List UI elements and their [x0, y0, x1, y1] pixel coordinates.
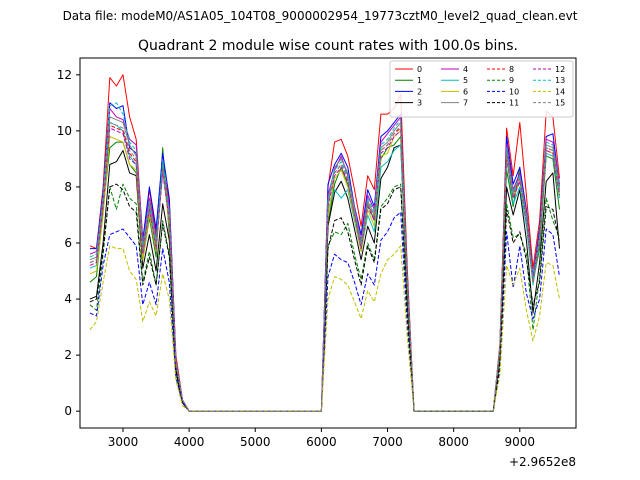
x-tick-label: 6000 [306, 435, 337, 449]
legend-label-13: 13 [555, 76, 565, 85]
x-tick-label: 8000 [438, 435, 469, 449]
legend-label-7: 7 [463, 99, 468, 108]
y-tick-label: 10 [57, 124, 72, 138]
legend-label-8: 8 [509, 65, 514, 74]
x-tick-label: 5000 [240, 435, 271, 449]
x-axis-offset-label: +2.9652e8 [509, 455, 576, 469]
legend-label-9: 9 [509, 76, 514, 85]
y-tick-label: 0 [64, 404, 72, 418]
y-tick-label: 12 [57, 68, 72, 82]
y-tick-label: 2 [64, 348, 72, 362]
x-tick-label: 4000 [174, 435, 205, 449]
legend-label-5: 5 [463, 76, 468, 85]
y-tick-label: 8 [64, 180, 72, 194]
legend-label-14: 14 [555, 87, 565, 96]
x-tick-label: 9000 [505, 435, 536, 449]
legend-label-15: 15 [555, 99, 565, 108]
legend-label-10: 10 [509, 87, 519, 96]
legend-label-0: 0 [417, 65, 422, 74]
y-tick-label: 4 [64, 292, 72, 306]
legend-label-12: 12 [555, 65, 565, 74]
chart-title: Quadrant 2 module wise count rates with … [138, 38, 518, 54]
legend-label-6: 6 [463, 87, 468, 96]
legend-box [389, 60, 574, 118]
legend-label-11: 11 [509, 99, 519, 108]
plot-lines [89, 74, 560, 412]
legend-label-3: 3 [417, 99, 422, 108]
chart-suptitle: Data file: modeM0/AS1A05_104T08_90000029… [63, 9, 578, 23]
y-axis-ticks: 0 2 4 6 8 10 12 [57, 68, 80, 418]
x-tick-label: 3000 [108, 435, 139, 449]
legend-label-1: 1 [417, 76, 422, 85]
series-line-15 [89, 122, 560, 412]
y-tick-label: 6 [64, 236, 72, 250]
legend-label-2: 2 [417, 87, 422, 96]
x-axis-ticks: 3000 4000 5000 6000 7000 8000 9000 [108, 428, 535, 449]
legend-label-4: 4 [463, 65, 468, 74]
x-tick-label: 7000 [372, 435, 403, 449]
